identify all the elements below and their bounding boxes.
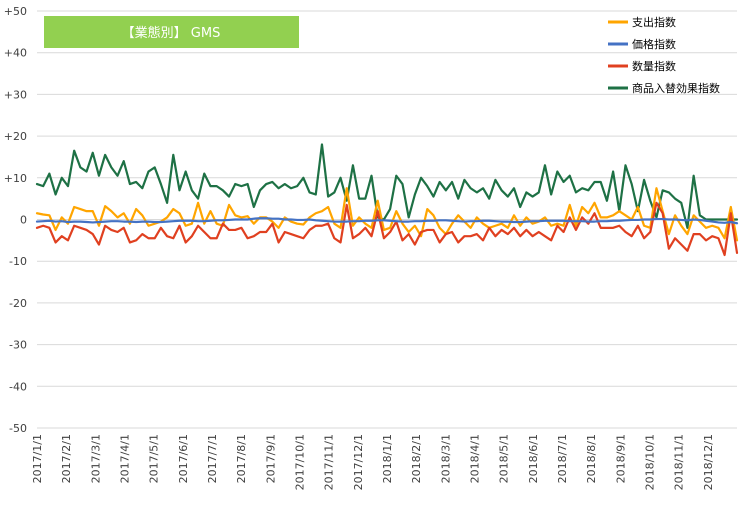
x-tick-label: 2017/2/1 [60,434,73,483]
y-tick-label: -10 [9,255,27,268]
x-tick-label: 2018/1/1 [381,434,394,483]
y-tick-label: +50 [4,5,27,18]
series-line-3 [35,143,739,229]
x-axis-labels: 2017/1/1 2017/2/1 2017/3/1 2017/4/1 2017/5/1… [31,434,715,490]
series-line-1 [35,217,739,225]
x-tick-label: 2017/6/1 [177,434,190,483]
x-tick-label: 2017/10/1 [294,434,307,490]
x-tick-label: 2017/12/1 [352,434,365,490]
y-tick-label: +10 [4,172,27,185]
x-tick-label: 2018/5/1 [498,434,511,483]
x-tick-label: 2017/1/1 [31,434,44,483]
x-tick-label: 2017/5/1 [148,434,161,483]
y-tick-label: -30 [9,339,27,352]
legend-label: 商品入替効果指数 [632,81,720,95]
y-tick-label: +30 [4,88,27,101]
series-line-0 [35,187,739,242]
x-tick-label: 2017/9/1 [264,434,277,483]
x-tick-label: 2018/2/1 [410,434,423,483]
x-tick-label: 2018/7/1 [556,434,569,483]
x-tick-label: 2018/10/1 [644,434,657,490]
x-tick-label: 2018/9/1 [614,434,627,483]
x-tick-label: 2018/3/1 [439,434,452,483]
x-tick-label: 2017/7/1 [206,434,219,483]
y-tick-label: 0 [20,214,27,227]
chart-title: 【業態別】 GMS [44,16,299,48]
x-tick-label: 2018/12/1 [702,434,715,490]
y-tick-label: -40 [9,380,27,393]
x-tick-label: 2017/3/1 [89,434,102,483]
x-tick-label: 2017/11/1 [323,434,336,490]
y-tick-label: -20 [9,297,27,310]
legend-label: 支出指数 [632,15,676,29]
y-tick-label: +20 [4,130,27,143]
chart-title-background [44,16,299,48]
y-tick-label: -50 [9,422,27,435]
x-tick-label: 2017/4/1 [119,434,132,483]
legend-label: 価格指数 [632,37,676,51]
x-tick-label: 2017/8/1 [235,434,248,483]
y-axis-labels: +50 +40 +30 +20 +10 0 -10 -20 -30 -40 -50 [4,5,27,435]
series-line-2 [35,201,739,257]
x-tick-label: 2018/4/1 [469,434,482,483]
x-tick-label: 2018/8/1 [585,434,598,483]
x-tick-label: 2018/11/1 [673,434,686,490]
x-tick-label: 2018/6/1 [527,434,540,483]
legend-label: 数量指数 [632,59,676,73]
y-tick-label: +40 [4,47,27,60]
series-lines [35,143,739,257]
chart-title-text: 【業態別】 GMS [122,25,221,41]
